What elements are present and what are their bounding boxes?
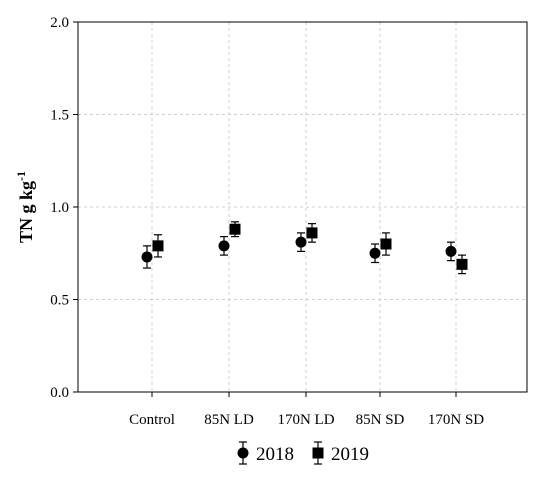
y-axis: 0.0 0.5 1.0 1.5 2.0 — [50, 15, 78, 401]
data-point — [141, 251, 153, 263]
grid — [78, 22, 527, 392]
x-axis: Control 85N LD 170N LD 85N SD 170N SD — [129, 392, 484, 428]
series-group — [141, 221, 468, 275]
data-point — [306, 227, 318, 239]
y-tick-label: 1.0 — [50, 200, 69, 216]
data-point — [445, 245, 457, 257]
data-point — [229, 223, 241, 235]
y-axis-label-text: TN g kg — [16, 181, 36, 243]
legend-item: 2018 — [237, 441, 294, 465]
legend: 2018 2019 — [237, 441, 369, 465]
data-point — [456, 258, 468, 270]
series-2019 — [152, 221, 468, 275]
x-tick-label: Control — [129, 412, 175, 428]
legend-item: 2019 — [312, 441, 369, 465]
legend-label: 2019 — [331, 444, 369, 465]
legend-label: 2018 — [256, 444, 294, 465]
x-tick-label: 85N LD — [204, 412, 254, 428]
y-tick-label: 1.5 — [50, 108, 69, 124]
x-tick-label: 170N LD — [277, 412, 334, 428]
data-point — [295, 236, 307, 248]
x-tick-label: 170N SD — [428, 412, 484, 428]
y-axis-label-superscript: -1 — [14, 171, 28, 181]
y-tick-label: 0.5 — [50, 293, 69, 309]
y-tick-label: 2.0 — [50, 15, 69, 31]
data-point — [152, 240, 164, 252]
x-tick-label: 85N SD — [356, 412, 405, 428]
y-tick-label: 0.0 — [50, 385, 69, 401]
data-point — [369, 247, 381, 259]
legend-marker — [237, 447, 249, 459]
legend-marker — [312, 447, 324, 459]
data-point — [380, 238, 392, 250]
y-axis-label: TN g kg-1 — [14, 171, 36, 243]
data-point — [218, 240, 230, 252]
series-2018 — [141, 232, 457, 269]
